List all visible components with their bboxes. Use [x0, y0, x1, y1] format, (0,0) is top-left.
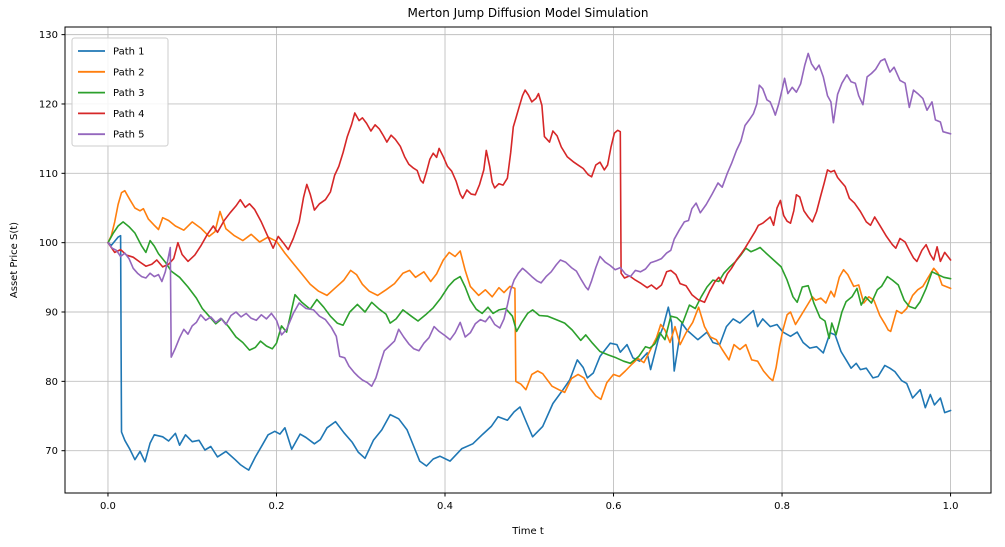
x-tick-label: 0.2 [269, 501, 285, 512]
path-5-line [107, 52, 952, 388]
x-tick-label: 0.6 [606, 501, 622, 512]
legend-label-3: Path 3 [113, 88, 145, 99]
series-lines [107, 52, 952, 471]
plot-frame [64, 26, 992, 494]
y-axis-label: Asset Price S(t) [9, 222, 20, 298]
x-tick-label: 0.0 [100, 501, 116, 512]
legend: Path 1 Path 2 Path 3 Path 4 Path 5 [71, 37, 169, 147]
y-tick-label: 80 [45, 377, 58, 388]
legend-label-1: Path 1 [113, 47, 145, 58]
legend-label-5: Path 5 [113, 130, 145, 141]
path-3-line [107, 221, 952, 365]
path-1-line [107, 234, 952, 471]
y-tick-label: 110 [39, 169, 58, 180]
path-4-line [107, 89, 952, 304]
y-tick-label: 120 [39, 99, 58, 110]
axis-ticks: 0.0 0.2 0.4 0.6 0.8 1.0 70 80 90 100 110 120 130 [39, 30, 959, 512]
x-axis-label: Time t [511, 526, 544, 537]
x-tick-label: 0.8 [774, 501, 790, 512]
grid [65, 27, 991, 493]
legend-label-2: Path 2 [113, 67, 145, 78]
x-tick-label: 0.4 [437, 501, 453, 512]
y-tick-label: 130 [39, 30, 58, 41]
legend-label-4: Path 4 [113, 109, 145, 120]
y-tick-label: 100 [39, 238, 58, 249]
y-tick-label: 90 [45, 308, 58, 319]
chart-title: Merton Jump Diffusion Model Simulation [408, 6, 649, 20]
path-2-line [107, 189, 952, 401]
legend-box [71, 37, 169, 147]
y-tick-label: 70 [45, 446, 58, 457]
x-tick-label: 1.0 [943, 501, 959, 512]
